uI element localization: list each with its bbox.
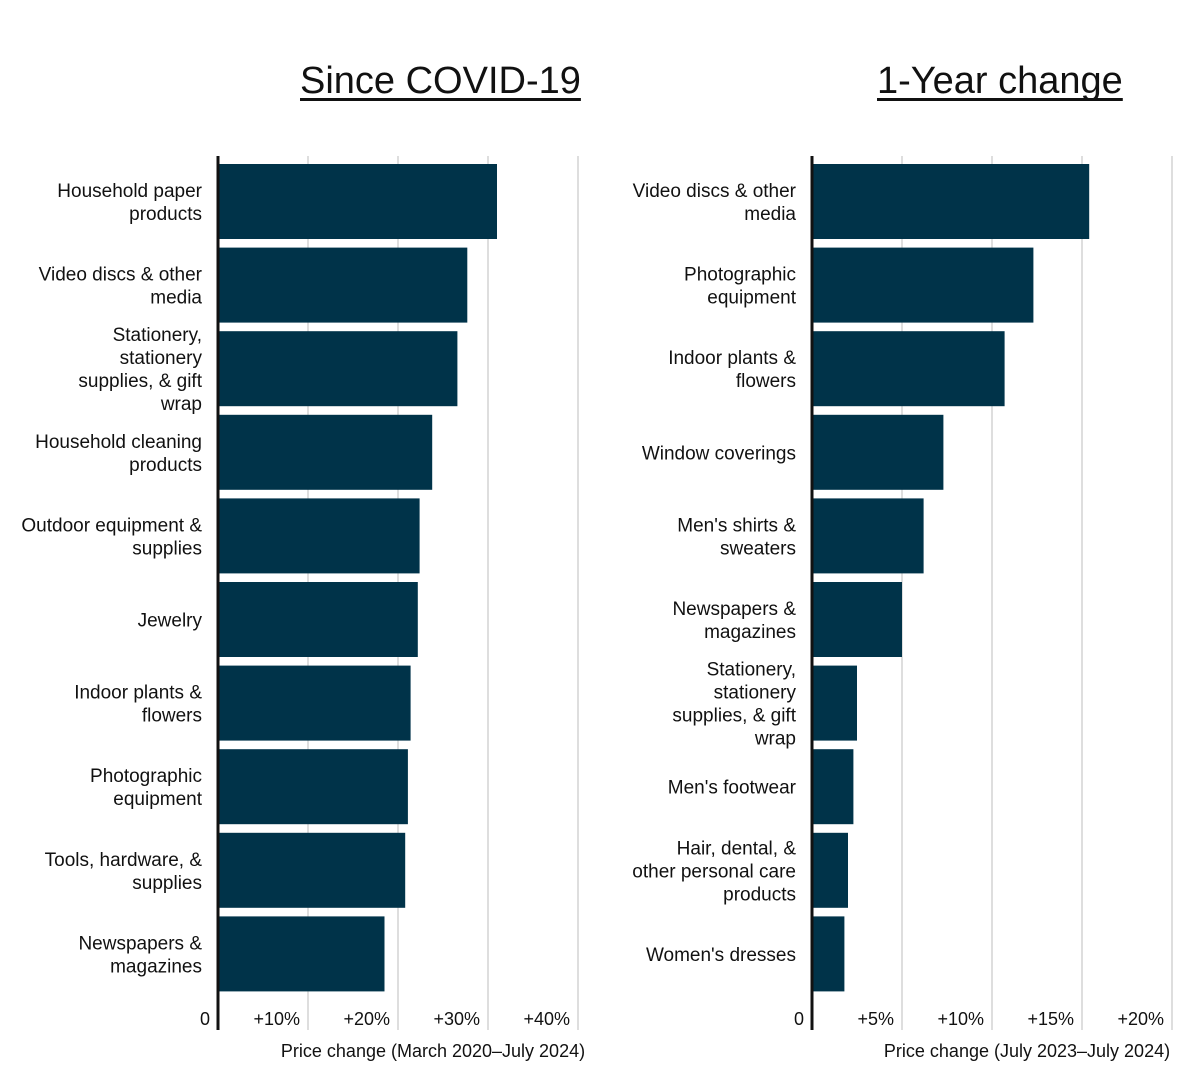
x-axis-label: Price change (July 2023–July 2024) <box>884 1041 1170 1061</box>
tick-label: +10% <box>253 1009 300 1029</box>
bar <box>812 331 1005 407</box>
tick-label: 0 <box>200 1009 210 1029</box>
category-label: Men's footwear <box>668 778 797 799</box>
category-label: Video discs & other media <box>633 181 797 225</box>
bar <box>812 247 1034 323</box>
category-label: Indoor plants & flowers <box>74 683 202 727</box>
bar <box>218 582 418 657</box>
category-label: Video discs & other media <box>39 265 203 309</box>
tick-label: 0 <box>794 1009 804 1029</box>
category-label: Jewelry <box>138 611 203 632</box>
category-label: Newspapers & magazines <box>78 933 202 977</box>
bar <box>812 665 857 741</box>
bar <box>218 749 408 825</box>
tick-label: +15% <box>1027 1009 1074 1029</box>
bar <box>218 832 406 908</box>
bar <box>218 164 497 239</box>
x-axis-label: Price change (March 2020–July 2024) <box>281 1041 585 1061</box>
title-underline <box>300 98 581 101</box>
bar <box>812 164 1090 239</box>
category-label: Indoor plants & flowers <box>668 348 796 392</box>
tick-label: +40% <box>523 1009 570 1029</box>
category-label: Window coverings <box>642 443 796 464</box>
bar <box>218 331 458 407</box>
category-label: Women's dresses <box>646 945 796 966</box>
tick-label: +30% <box>433 1009 480 1029</box>
bar <box>218 916 385 992</box>
title-underline <box>877 98 1123 101</box>
category-label: Newspapers & magazines <box>672 599 796 643</box>
bar <box>218 665 411 741</box>
category-label: Hair, dental, & other personal care produc… <box>632 838 796 905</box>
tick-label: +20% <box>343 1009 390 1029</box>
bar <box>812 749 854 825</box>
category-label: Photographic equipment <box>90 766 203 810</box>
chart-panel-2: 1-Year change Video discs & other media Pho… <box>632 60 1173 1061</box>
bar <box>812 832 848 908</box>
bar <box>812 414 944 490</box>
chart-title: Since COVID-19 <box>300 60 581 102</box>
chart-title: 1-Year change <box>877 60 1123 102</box>
category-label: Stationery, stationery supplies, & gift wra… <box>672 660 796 750</box>
tick-label: +5% <box>857 1009 894 1029</box>
category-label: Outdoor equipment & supplies <box>21 515 202 559</box>
bar <box>218 247 468 323</box>
category-label: Men's shirts & sweaters <box>677 515 796 559</box>
tick-label: +10% <box>937 1009 984 1029</box>
bar <box>812 916 845 992</box>
category-label: Tools, hardware, & supplies <box>45 850 203 894</box>
category-label: Household paper products <box>57 181 202 225</box>
bar <box>218 498 420 574</box>
bar <box>218 414 433 490</box>
category-label: Household cleaning products <box>35 432 202 476</box>
bar <box>812 498 924 574</box>
bar <box>812 582 902 657</box>
chart-panel-1: Since COVID-19 Household paper products Vid… <box>21 60 585 1061</box>
category-label: Stationery, stationery supplies, & gift wra… <box>78 325 202 415</box>
tick-label: +20% <box>1117 1009 1164 1029</box>
category-label: Photographic equipment <box>684 265 797 309</box>
